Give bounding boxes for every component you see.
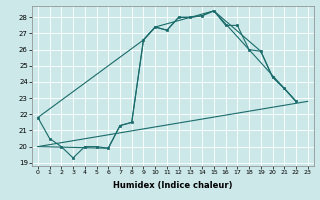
X-axis label: Humidex (Indice chaleur): Humidex (Indice chaleur)	[113, 181, 233, 190]
